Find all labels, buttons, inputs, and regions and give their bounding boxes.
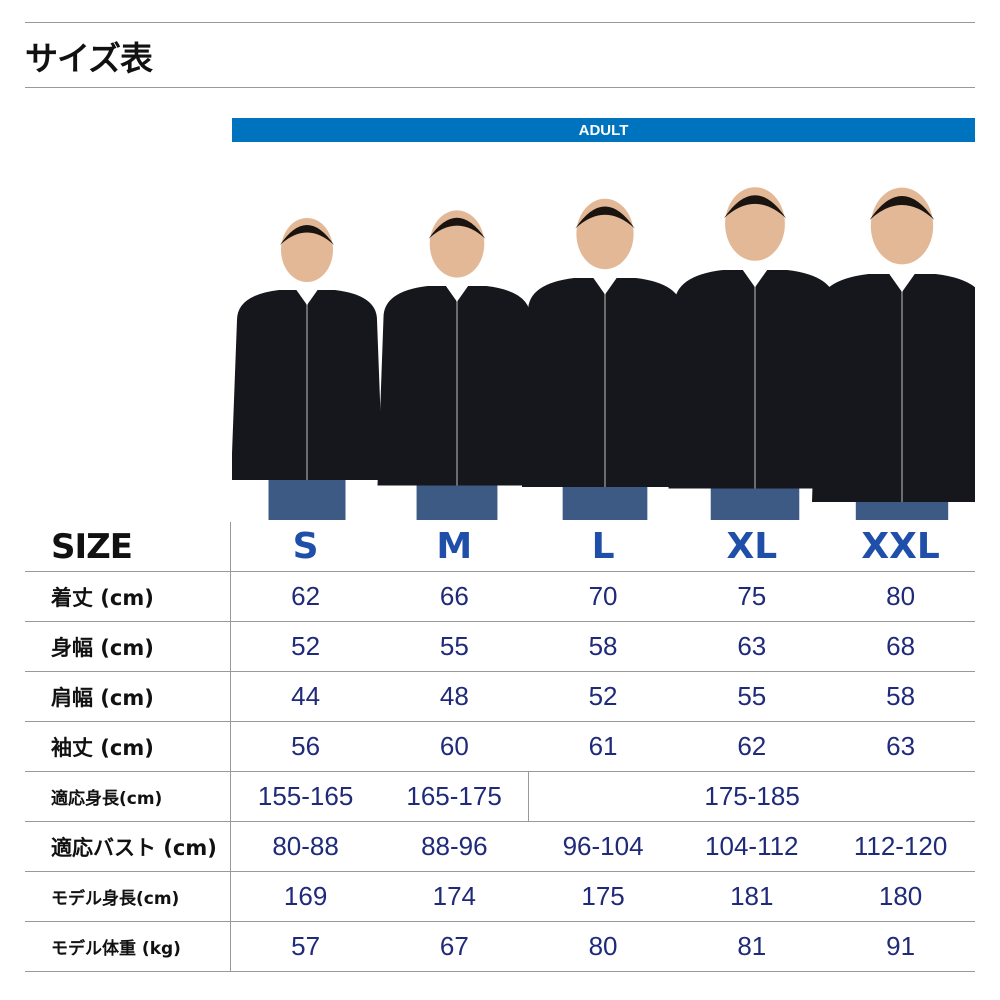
cell: 62 [677, 721, 827, 772]
row-label: 肩幅 (cm) [25, 671, 232, 722]
cell: 63 [826, 721, 975, 772]
cell: 48 [379, 671, 529, 722]
cell: 55 [677, 671, 827, 722]
cell: 63 [677, 621, 827, 672]
cell: 155-165 [230, 771, 380, 822]
table-row-fit-height: 適応身長(cm) 155-165 165-175 175-185 [25, 771, 975, 822]
top-divider [25, 22, 975, 23]
page-title: サイズ表 [25, 39, 153, 78]
cell: 104-112 [677, 821, 827, 872]
row-label: モデル身長(cm) [25, 871, 232, 922]
cell: 44 [230, 671, 380, 722]
adult-band: ADULT [232, 118, 975, 142]
cell: 112-120 [826, 821, 975, 872]
cell: 88-96 [379, 821, 529, 872]
table-row: 着丈 (cm) 62 66 70 75 80 [25, 571, 975, 622]
cell: 91 [826, 921, 975, 972]
models-photo [232, 187, 975, 520]
cell: 61 [528, 721, 678, 772]
row-label: 身幅 (cm) [25, 621, 232, 672]
size-xl: XL [677, 522, 827, 572]
model-figure [812, 187, 975, 520]
cell: 58 [528, 621, 678, 672]
cell: 181 [677, 871, 827, 922]
row-label: 袖丈 (cm) [25, 721, 232, 772]
cell: 75 [677, 571, 827, 622]
cell: 68 [826, 621, 975, 672]
cell: 81 [677, 921, 827, 972]
cell-merged: 175-185 [528, 771, 975, 822]
row-label: 適応身長(cm) [25, 771, 232, 822]
cell: 70 [528, 571, 678, 622]
cell: 66 [379, 571, 529, 622]
model-figure [522, 198, 688, 520]
model-figure [377, 210, 537, 520]
cell: 80 [528, 921, 678, 972]
cell: 55 [379, 621, 529, 672]
table-row: 袖丈 (cm) 56 60 61 62 63 [25, 721, 975, 772]
size-xxl: XXL [826, 522, 975, 572]
cell: 180 [826, 871, 975, 922]
table-row: 身幅 (cm) 52 55 58 63 68 [25, 621, 975, 672]
row-label: モデル体重 (kg) [25, 921, 232, 972]
size-header-row: SIZE S M L XL XXL [25, 522, 975, 572]
cell: 58 [826, 671, 975, 722]
table-row: モデル身長(cm) 169 174 175 181 180 [25, 871, 975, 922]
title-divider [25, 87, 975, 88]
cell: 165-175 [379, 771, 530, 822]
model-figure [668, 187, 842, 520]
cell: 62 [230, 571, 380, 622]
cell: 52 [230, 621, 380, 672]
row-label: 適応バスト (cm) [25, 821, 232, 872]
size-label: SIZE [25, 522, 232, 572]
row-label: 着丈 (cm) [25, 571, 232, 622]
cell: 60 [379, 721, 529, 772]
cell: 52 [528, 671, 678, 722]
model-figure [232, 218, 383, 520]
cell: 174 [379, 871, 529, 922]
size-s: S [230, 522, 380, 572]
cell: 169 [230, 871, 380, 922]
cell: 80-88 [230, 821, 380, 872]
cell: 67 [379, 921, 529, 972]
size-l: L [528, 522, 678, 572]
cell: 175 [528, 871, 678, 922]
cell: 80 [826, 571, 975, 622]
cell: 96-104 [528, 821, 678, 872]
cell: 56 [230, 721, 380, 772]
table-row: 適応バスト (cm) 80-88 88-96 96-104 104-112 112-120 [25, 821, 975, 872]
table-row: 肩幅 (cm) 44 48 52 55 58 [25, 671, 975, 722]
size-m: M [379, 522, 529, 572]
cell: 57 [230, 921, 380, 972]
size-table: SIZE S M L XL XXL 着丈 (cm) 62 66 70 75 80 身幅 (… [25, 522, 975, 972]
table-row: モデル体重 (kg) 57 67 80 81 91 [25, 921, 975, 972]
